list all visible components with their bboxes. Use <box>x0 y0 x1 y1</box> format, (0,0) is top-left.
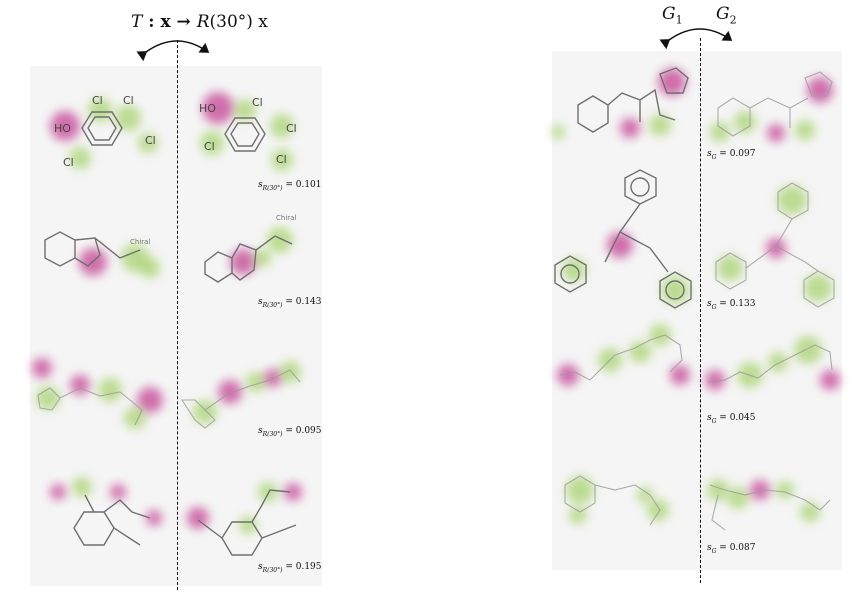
right-score-2: sG = 0.133 <box>707 299 756 311</box>
right-mol-2a <box>554 169 692 309</box>
right-mol-1a <box>551 67 689 139</box>
right-title-g2-letter: G <box>716 4 730 24</box>
right-mol-4b <box>707 479 831 531</box>
svg-text:Cl: Cl <box>204 140 215 153</box>
right-divider-line <box>700 38 701 583</box>
svg-text:HO: HO <box>54 122 71 135</box>
left-title-R: R <box>196 12 210 32</box>
svg-text:Cl: Cl <box>92 94 103 107</box>
right-mol-2b <box>715 182 835 308</box>
left-title-T: T <box>131 12 143 32</box>
right-mol-1b <box>710 71 833 142</box>
right-title-g1-sub: 1 <box>675 13 683 27</box>
left-score-2: sR(30°) = 0.143 <box>258 297 322 309</box>
right-mol-3b <box>705 336 840 390</box>
right-mol-4a <box>564 475 669 526</box>
left-title-mid: : x → <box>142 12 197 32</box>
svg-text:Cl: Cl <box>145 134 156 147</box>
svg-text:Cl: Cl <box>276 153 287 166</box>
svg-text:Cl: Cl <box>63 156 74 169</box>
right-title-g2-sub: 2 <box>729 13 737 27</box>
left-mol-2b: Chiral <box>204 214 296 283</box>
left-mol-1b: HO Cl Cl Cl Cl <box>199 92 297 171</box>
left-mol-4a <box>50 477 162 546</box>
left-mol-1a: HO Cl Cl Cl Cl <box>50 94 158 169</box>
left-score-4: sR(30°) = 0.195 <box>258 562 322 574</box>
svg-text:Cl: Cl <box>252 96 263 109</box>
left-divider-line <box>177 40 178 590</box>
left-swap-arrow <box>136 40 210 62</box>
left-score-1: sR(30°) = 0.101 <box>258 180 322 192</box>
right-panel <box>552 51 842 570</box>
svg-text:HO: HO <box>199 102 216 115</box>
right-title-g1: G1 <box>662 4 683 26</box>
right-score-3: sG = 0.045 <box>707 413 756 425</box>
left-title: T : x → R(30°) x <box>131 12 268 32</box>
svg-text:Chiral: Chiral <box>130 238 150 246</box>
right-score-1: sG = 0.097 <box>707 149 756 161</box>
left-mol-4b <box>187 482 302 556</box>
right-title-g1-letter: G <box>662 4 676 24</box>
left-score-3: sR(30°) = 0.095 <box>258 426 322 438</box>
right-title-g2: G2 <box>716 4 737 26</box>
right-swap-arrow <box>659 28 733 50</box>
right-score-4: sG = 0.087 <box>707 543 756 555</box>
svg-text:Cl: Cl <box>286 122 297 135</box>
left-mol-3a <box>32 358 163 429</box>
svg-text:Cl: Cl <box>123 94 134 107</box>
left-mol-2a: Chiral <box>44 231 160 278</box>
right-mol-3a <box>557 324 690 386</box>
svg-text:Chiral: Chiral <box>276 214 296 222</box>
left-title-rest: (30°) x <box>209 12 268 32</box>
left-mol-3b <box>180 361 301 429</box>
